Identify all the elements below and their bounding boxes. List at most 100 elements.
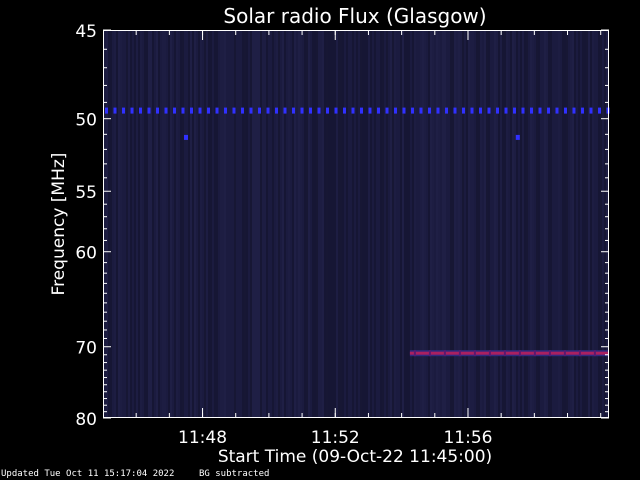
interference-dot	[292, 107, 295, 114]
interference-dot	[419, 107, 423, 114]
noise-stripe	[210, 31, 212, 417]
interference-dot	[598, 107, 601, 114]
noise-stripe	[566, 31, 568, 417]
noise-stripe	[112, 31, 114, 417]
interference-dot	[428, 107, 431, 114]
noise-stripe	[400, 31, 402, 417]
noise-stripe	[160, 31, 162, 417]
noise-stripe	[508, 31, 510, 417]
noise-stripe	[434, 31, 436, 417]
noise-stripe	[138, 31, 140, 417]
noise-stripe	[492, 31, 494, 417]
noise-stripe	[518, 31, 520, 417]
noise-stripe	[602, 31, 604, 417]
noise-stripe	[452, 31, 454, 417]
noise-stripe	[350, 31, 352, 417]
interference-dot	[470, 107, 474, 114]
noise-stripe	[442, 31, 444, 417]
noise-stripe	[158, 31, 160, 417]
noise-stripe	[248, 31, 250, 417]
interference-dot	[504, 107, 508, 114]
interference-dot	[122, 107, 125, 114]
interference-dot	[411, 107, 414, 114]
noise-stripe	[320, 31, 322, 417]
noise-stripe	[540, 31, 542, 417]
noise-stripe	[218, 31, 220, 417]
interference-dot	[462, 107, 465, 114]
noise-stripe	[582, 31, 584, 417]
noise-stripe	[220, 31, 222, 417]
noise-stripe	[520, 31, 522, 417]
noise-stripe	[432, 31, 434, 417]
time-column-noise	[104, 31, 608, 417]
noise-stripe	[114, 31, 116, 417]
noise-stripe	[154, 31, 156, 417]
interference-dot	[156, 107, 159, 114]
noise-stripe	[178, 31, 180, 417]
noise-stripe	[412, 31, 414, 417]
noise-stripe	[500, 31, 502, 417]
interference-dot	[368, 107, 372, 114]
interference-dot	[334, 107, 338, 114]
noise-stripe	[286, 31, 288, 417]
interference-dot	[581, 107, 584, 114]
noise-stripe	[600, 31, 602, 417]
noise-stripe	[288, 31, 290, 417]
noise-stripe	[164, 31, 166, 417]
interference-dot	[343, 107, 346, 114]
updated-timestamp: Updated Tue Oct 11 15:17:04 2022	[1, 469, 175, 479]
interference-dot	[530, 107, 533, 114]
noise-stripe	[532, 31, 534, 417]
noise-stripe	[148, 31, 150, 417]
noise-stripe	[338, 31, 340, 417]
x-tick-label: 11:56	[443, 428, 492, 448]
noise-stripe	[578, 31, 580, 417]
noise-stripe	[404, 31, 406, 417]
interference-dot	[538, 107, 542, 114]
noise-stripe	[436, 31, 438, 417]
noise-stripe	[298, 31, 300, 417]
noise-stripe	[580, 31, 582, 417]
interference-dot	[496, 107, 499, 114]
interference-gap	[578, 350, 581, 357]
noise-stripe	[496, 31, 498, 417]
noise-stripe	[514, 31, 516, 417]
interference-gap	[563, 350, 566, 357]
noise-stripe	[290, 31, 292, 417]
noise-stripe	[526, 31, 528, 417]
noise-stripe	[366, 31, 368, 417]
noise-stripe	[542, 31, 544, 417]
noise-stripe	[180, 31, 182, 417]
noise-stripe	[448, 31, 450, 417]
noise-stripe	[588, 31, 590, 417]
y-tick-label: 80	[75, 410, 97, 430]
noise-stripe	[604, 31, 606, 417]
noise-stripe	[128, 31, 130, 417]
noise-stripe	[162, 31, 164, 417]
interference-gap	[593, 350, 596, 357]
noise-stripe	[510, 31, 512, 417]
noise-stripe	[506, 31, 508, 417]
noise-stripe	[174, 31, 176, 417]
interference-gap	[488, 350, 491, 357]
noise-stripe	[260, 31, 262, 417]
noise-stripe	[336, 31, 338, 417]
noise-stripe	[472, 31, 474, 417]
noise-stripe	[462, 31, 464, 417]
noise-stripe	[502, 31, 504, 417]
noise-stripe	[184, 31, 186, 417]
interference-gap	[443, 350, 446, 357]
interference-dot	[555, 107, 559, 114]
interference-dot	[113, 107, 117, 114]
noise-stripe	[402, 31, 404, 417]
interference-dot	[275, 107, 278, 114]
interference-dot	[300, 107, 304, 114]
noise-stripe	[296, 31, 298, 417]
x-axis-label: Start Time (09-Oct-22 11:45:00)	[218, 447, 492, 467]
noise-stripe	[534, 31, 536, 417]
noise-stripe	[308, 31, 310, 417]
interference-dot	[215, 107, 219, 114]
noise-stripe	[516, 31, 518, 417]
noise-stripe	[348, 31, 350, 417]
noise-stripe	[268, 31, 270, 417]
